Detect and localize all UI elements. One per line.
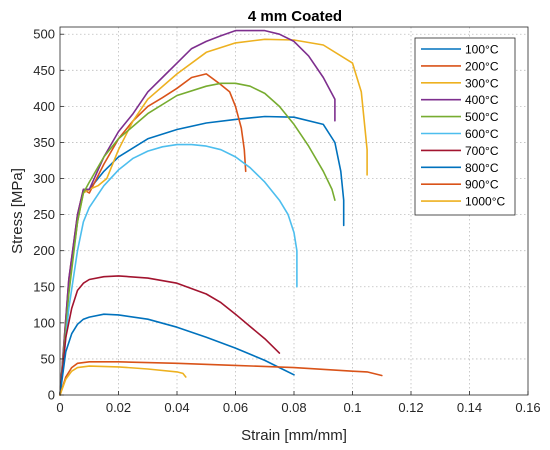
axis-ticks: 0 0.02 0.04 0.06 0.08 0.1 0.12 0.14 0.16 0 50 100 15… [33,27,540,415]
y-axis-label: Stress [MPa] [9,168,26,254]
series-layer [59,29,383,396]
y-tick-label: 50 [41,351,55,366]
legend-label: 400°C [465,93,499,107]
legend-label: 700°C [465,144,499,158]
legend-label: 800°C [465,161,499,175]
x-tick-label: 0.02 [106,400,131,415]
series-line-400C [59,29,336,396]
legend-label: 1000°C [465,195,505,209]
x-axis-label: Strain [mm/mm] [241,427,347,444]
y-tick-label: 200 [33,243,55,258]
y-tick-label: 350 [33,135,55,150]
y-tick-label: 500 [33,27,55,42]
series-line-600C [59,143,298,396]
y-tick-label: 300 [33,171,55,186]
legend-label: 900°C [465,178,499,192]
x-tick-label: 0.14 [457,400,482,415]
x-tick-label: 0.12 [398,400,423,415]
legend-label: 500°C [465,110,499,124]
y-tick-label: 400 [33,99,55,114]
series-line-300C [59,38,368,396]
x-tick-label: 0.1 [343,400,361,415]
y-tick-label: 250 [33,207,55,222]
y-tick-label: 100 [33,315,55,330]
legend: 100°C 200°C 300°C 400°C 500°C 600°C 700°C 800°C… [414,37,516,216]
series-line-1000C [59,365,187,396]
chart-title: 4 mm Coated [248,8,342,25]
series-line-500C [59,82,336,396]
legend-box [414,37,516,216]
x-tick-label: 0.16 [515,400,540,415]
legend-label: 200°C [465,59,499,73]
y-tick-label: 150 [33,279,55,294]
series-line-800C [59,313,295,396]
x-tick-label: 0 [56,400,63,415]
legend-label: 600°C [465,127,499,141]
x-tick-label: 0.04 [164,400,189,415]
y-tick-label: 0 [48,388,55,403]
legend-label: 100°C [465,43,499,57]
series-line-900C [59,360,383,396]
y-tick-label: 450 [33,63,55,78]
legend-label: 300°C [465,76,499,90]
series-line-700C [59,275,281,396]
x-tick-label: 0.08 [281,400,306,415]
x-tick-label: 0.06 [223,400,248,415]
